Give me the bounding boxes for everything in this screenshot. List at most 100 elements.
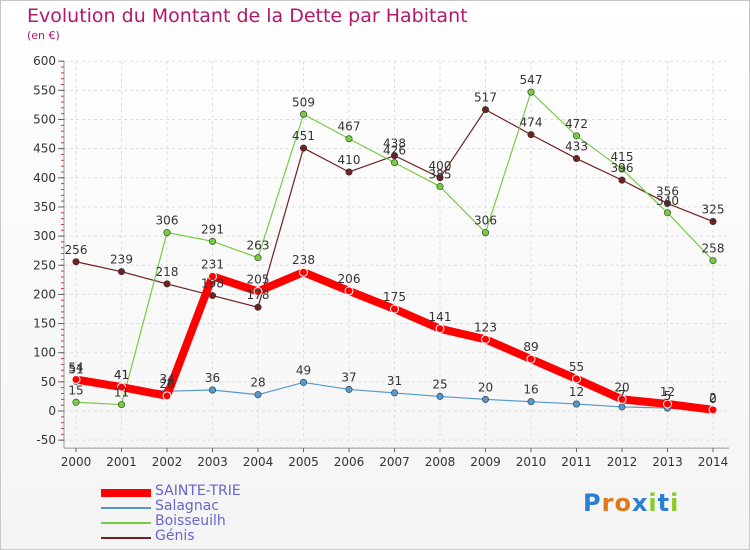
data-label: 206 xyxy=(338,272,361,286)
data-label: 16 xyxy=(523,383,538,397)
data-label: 37 xyxy=(341,370,356,384)
x-tick-label: 2011 xyxy=(561,455,592,469)
legend-item-genis: Génis xyxy=(101,528,321,545)
data-point xyxy=(163,229,171,237)
data-point xyxy=(526,354,536,364)
data-label: 451 xyxy=(292,129,315,143)
legend-swatch-boisseuilh xyxy=(101,522,151,524)
x-tick-label: 2009 xyxy=(470,455,501,469)
data-label: 49 xyxy=(296,363,311,377)
x-tick-label: 2005 xyxy=(288,455,319,469)
y-tick-label: 600 xyxy=(33,54,56,68)
data-label: 410 xyxy=(338,153,361,167)
legend-label-boisseuilh: Boisseuilh xyxy=(155,513,226,529)
data-point xyxy=(299,378,307,386)
data-point xyxy=(390,304,399,314)
data-point xyxy=(617,394,627,404)
x-tick-label: 2013 xyxy=(652,455,683,469)
legend: SAINTE-TRIE Salagnac Boisseuilh Génis xyxy=(101,483,321,545)
data-label: 36 xyxy=(205,371,220,385)
data-label: 239 xyxy=(110,253,133,267)
x-tick-label: 2002 xyxy=(152,455,183,469)
data-point xyxy=(709,218,717,226)
legend-item-sainte-trie: SAINTE-TRIE xyxy=(101,483,321,500)
data-label: 263 xyxy=(247,239,270,253)
data-label: 11 xyxy=(114,386,129,400)
legend-swatch-salagnac xyxy=(101,507,151,509)
data-label: 325 xyxy=(702,203,725,217)
data-label: 175 xyxy=(383,290,406,304)
data-label: 396 xyxy=(611,161,634,175)
data-point xyxy=(299,110,307,118)
data-label: 258 xyxy=(702,242,725,256)
data-label: 89 xyxy=(523,340,538,354)
data-label: 474 xyxy=(520,116,543,130)
x-tick-label: 2006 xyxy=(334,455,365,469)
y-tick-label: 550 xyxy=(33,83,56,97)
data-point xyxy=(436,174,444,182)
data-label: 472 xyxy=(565,117,588,131)
data-label: 123 xyxy=(474,320,497,334)
data-label: 41 xyxy=(114,368,129,382)
data-point xyxy=(481,106,489,114)
data-point xyxy=(117,382,126,392)
data-point xyxy=(209,386,217,394)
data-label: 5 xyxy=(664,389,672,403)
data-label: 306 xyxy=(156,214,179,228)
legend-label-salagnac: Salagnac xyxy=(155,498,219,514)
legend-item-salagnac: Salagnac xyxy=(101,498,321,515)
proxiti-logo: Proxiti xyxy=(583,489,680,517)
y-tick-label: 300 xyxy=(33,229,56,243)
data-label: 31 xyxy=(387,374,402,388)
data-label: 2 xyxy=(709,391,717,405)
legend-item-boisseuilh: Boisseuilh xyxy=(101,513,321,530)
data-point xyxy=(162,391,172,401)
y-tick-label: 350 xyxy=(33,200,56,214)
chart-title: Evolution du Montant de la Dette par Hab… xyxy=(27,5,468,27)
chart-subtitle: (en €) xyxy=(27,29,60,42)
data-label: 547 xyxy=(520,73,543,87)
data-label: 12 xyxy=(569,385,584,399)
y-tick-label: 100 xyxy=(33,346,56,360)
x-tick-label: 2003 xyxy=(197,455,228,469)
y-tick-label: 50 xyxy=(41,375,56,389)
data-point xyxy=(72,258,80,266)
data-label: 385 xyxy=(429,168,452,182)
data-label: 41 xyxy=(114,368,129,382)
y-tick-label: 200 xyxy=(33,287,56,301)
data-point xyxy=(345,385,353,393)
x-tick-label: 2012 xyxy=(607,455,638,469)
data-point xyxy=(299,267,308,277)
data-label: 291 xyxy=(201,222,224,236)
data-point xyxy=(527,131,535,139)
data-point xyxy=(163,280,171,288)
data-point xyxy=(527,398,535,406)
data-point xyxy=(390,152,398,160)
y-tick-label: 150 xyxy=(33,317,56,331)
data-point xyxy=(481,395,489,403)
data-point xyxy=(572,155,580,163)
data-point xyxy=(208,271,217,281)
data-point xyxy=(663,199,671,207)
data-point xyxy=(663,399,672,409)
data-label: 340 xyxy=(656,194,679,208)
data-label: 238 xyxy=(292,253,315,267)
data-label: 415 xyxy=(611,150,634,164)
y-tick-label: 250 xyxy=(33,258,56,272)
data-label: 26 xyxy=(159,377,174,391)
data-point xyxy=(254,254,262,262)
x-tick-label: 2004 xyxy=(243,455,274,469)
data-point xyxy=(709,257,717,265)
x-tick-label: 2008 xyxy=(425,455,456,469)
data-label: 231 xyxy=(201,257,224,271)
data-label: 20 xyxy=(614,380,629,394)
data-point xyxy=(481,334,490,344)
data-point xyxy=(436,392,444,400)
data-label: 141 xyxy=(429,310,452,324)
data-point xyxy=(572,132,580,140)
y-tick-label: 450 xyxy=(33,142,56,156)
data-label: 7 xyxy=(618,388,626,402)
data-label: 28 xyxy=(250,376,265,390)
data-label: 218 xyxy=(156,265,179,279)
data-label: 55 xyxy=(569,360,584,374)
